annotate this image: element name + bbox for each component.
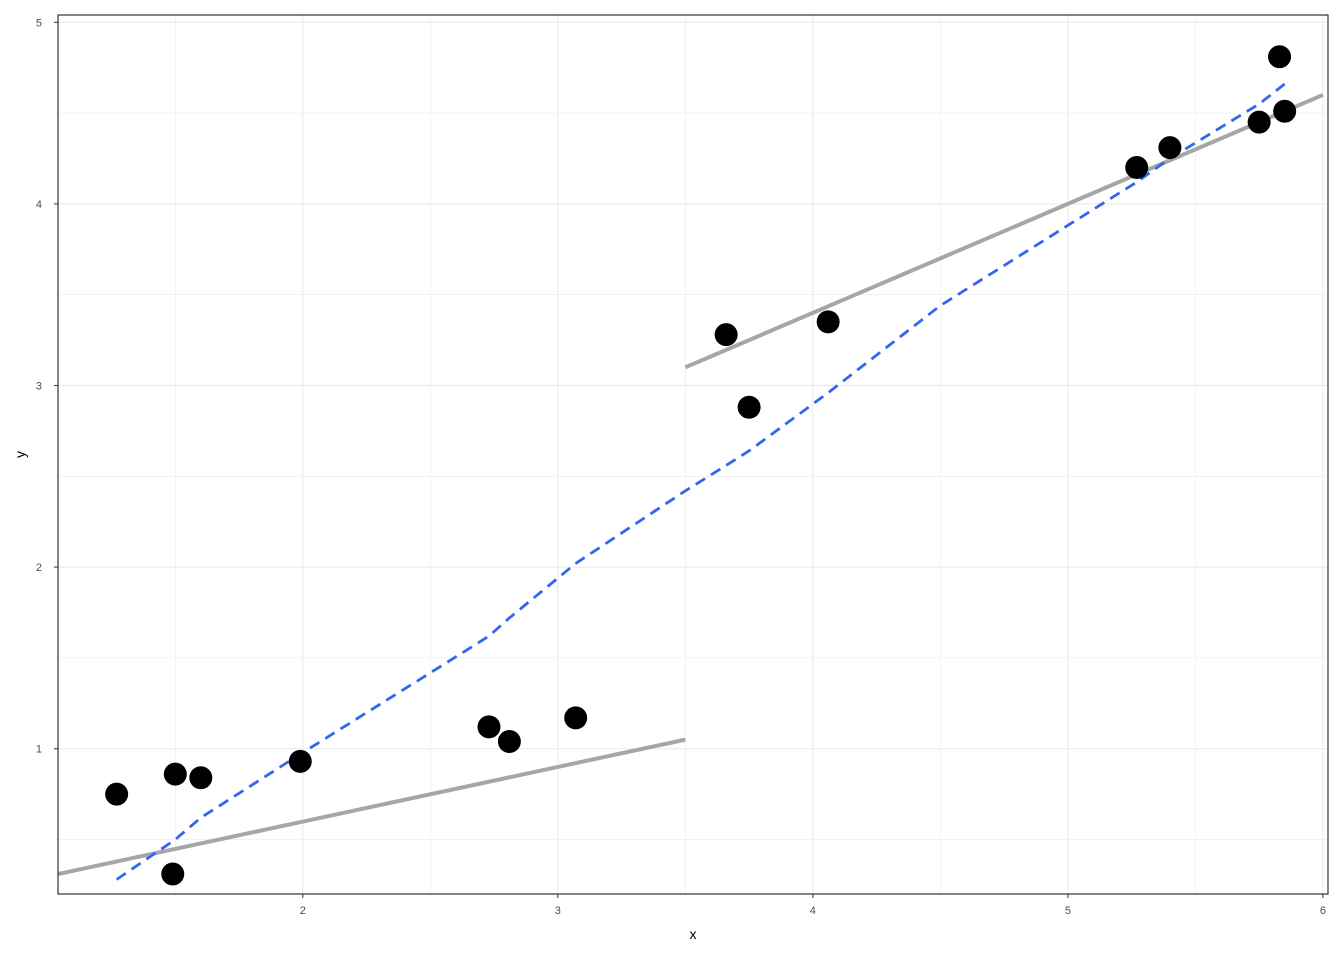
y-tick-label: 1 [36, 744, 42, 756]
data-point [288, 749, 312, 773]
x-tick-label: 6 [1320, 905, 1326, 917]
data-point [1268, 45, 1292, 69]
y-tick-label: 4 [36, 199, 42, 211]
axes: 2 3 4 5 6 1 2 3 4 5 [36, 17, 1326, 917]
data-point [737, 395, 761, 419]
y-tick-label: 3 [36, 380, 42, 392]
y-tick-label: 2 [36, 562, 42, 574]
y-tick-label: 5 [36, 17, 42, 29]
data-point [1247, 110, 1271, 134]
smooth-trend-line [115, 82, 1286, 881]
panel-border [57, 14, 1329, 895]
data-point [1158, 136, 1182, 160]
x-tick-label: 4 [810, 905, 816, 917]
x-tick-label: 2 [300, 905, 306, 917]
data-point [497, 729, 521, 753]
x-tick-label: 3 [555, 905, 561, 917]
fit-lines [57, 82, 1324, 881]
segment-fit-line-1 [57, 737, 686, 876]
data-point [1273, 99, 1297, 123]
data-point [105, 782, 129, 806]
data-point [714, 323, 738, 347]
grid [58, 15, 1328, 894]
data-point [477, 715, 501, 739]
data-point [816, 310, 840, 334]
x-tick-label: 5 [1065, 905, 1071, 917]
data-point [1125, 156, 1149, 180]
data-points [105, 45, 1297, 886]
data-point [161, 862, 185, 886]
data-point [163, 762, 187, 786]
y-axis-title: y [12, 451, 28, 458]
segment-fit-line-2 [684, 93, 1324, 370]
data-point [189, 766, 213, 790]
data-point [564, 706, 588, 730]
x-axis-title: x [690, 926, 697, 942]
